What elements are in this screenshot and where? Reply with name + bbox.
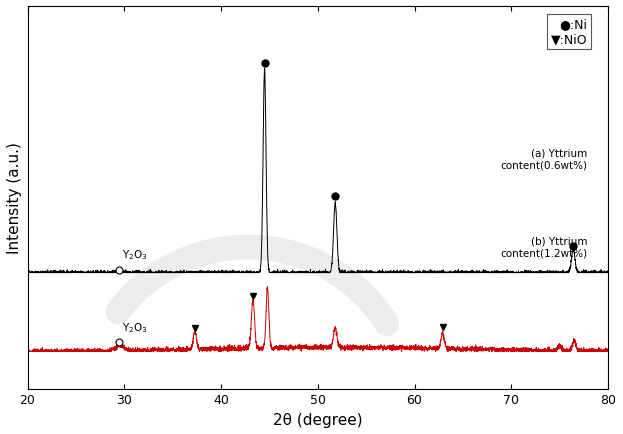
Text: Y$_2$O$_3$: Y$_2$O$_3$ — [122, 320, 148, 334]
Text: (b) Yttrium
content(1.2wt%): (b) Yttrium content(1.2wt%) — [501, 236, 587, 258]
Text: ●:Ni
▼:NiO: ●:Ni ▼:NiO — [551, 18, 587, 46]
Text: Y$_2$O$_3$: Y$_2$O$_3$ — [122, 248, 148, 262]
Text: (a) Yttrium
content(0.6wt%): (a) Yttrium content(0.6wt%) — [501, 148, 587, 171]
Y-axis label: Intensity (a.u.): Intensity (a.u.) — [7, 142, 22, 253]
X-axis label: 2θ (degree): 2θ (degree) — [273, 412, 363, 427]
